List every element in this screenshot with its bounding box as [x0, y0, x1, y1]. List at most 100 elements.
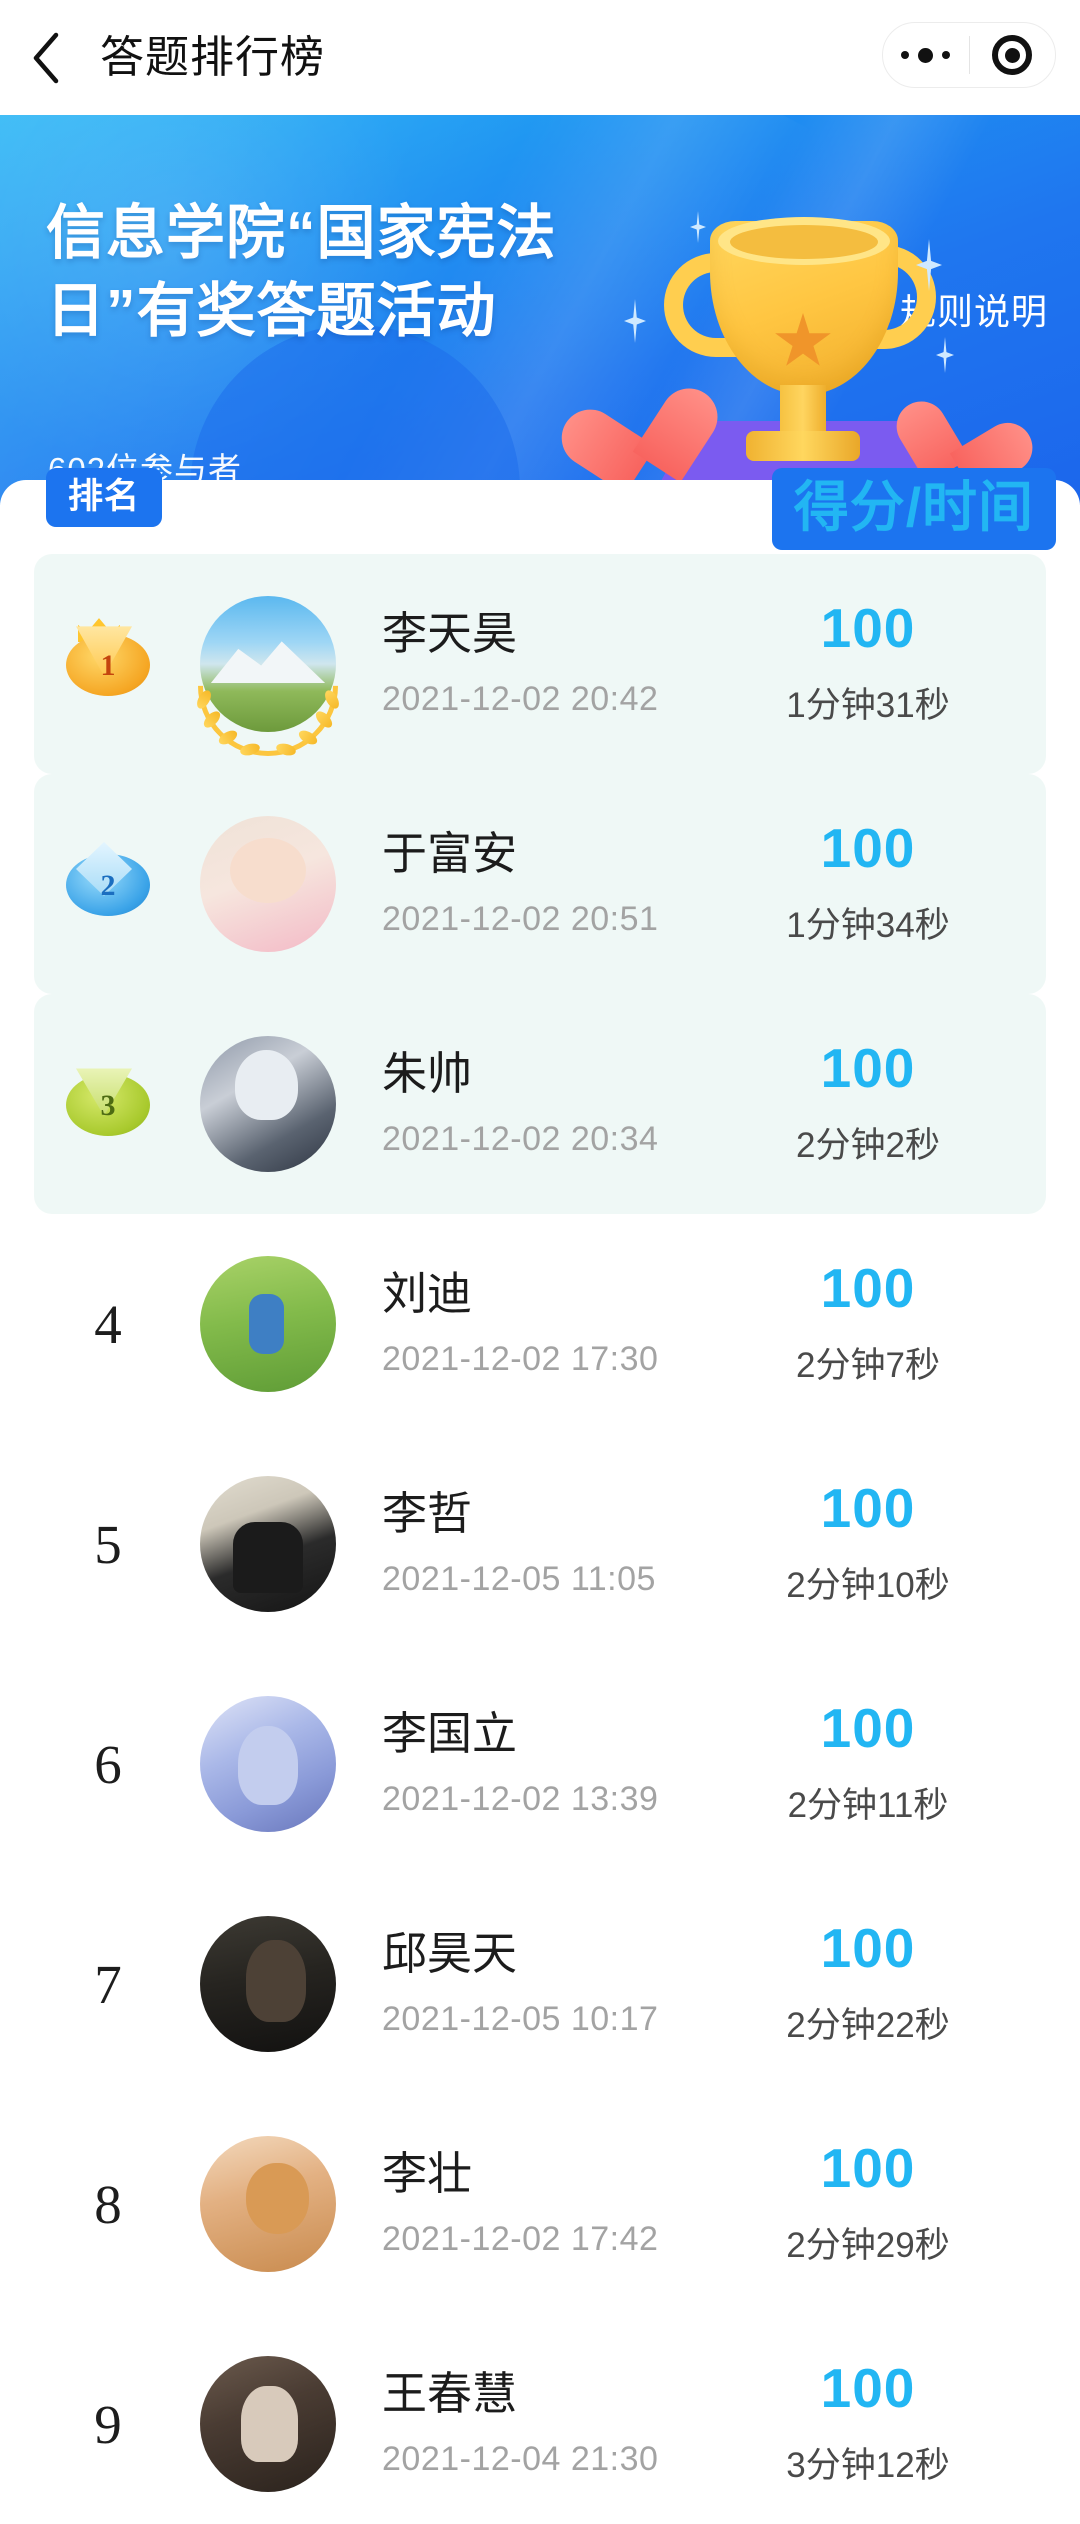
table-row[interactable]: 7 邱昊天 2021-12-05 10:17 100 2分钟22秒	[34, 1874, 1046, 2094]
rank-cell: 8	[34, 2173, 182, 2236]
user-info: 李壮 2021-12-02 17:42	[354, 2149, 716, 2260]
rank-number: 5	[94, 1513, 122, 1575]
table-row[interactable]: 1 李天昊 2021-12-02	[34, 554, 1046, 785]
score-cell: 100 2分钟10秒	[716, 1479, 1046, 1609]
more-menu-button[interactable]	[883, 47, 969, 63]
avatar-cell	[182, 2356, 354, 2492]
chevron-left-icon	[31, 32, 61, 84]
score-cell: 100 1分钟34秒	[716, 816, 1046, 949]
user-info: 于富安 2021-12-02 20:51	[354, 829, 716, 940]
rank-cell: 5	[34, 1513, 182, 1576]
submit-time: 2021-12-02 17:30	[382, 1340, 659, 1379]
rank-cell: 4	[34, 1293, 182, 1356]
rank-number: 4	[94, 1293, 122, 1355]
bronze-medal-icon: 3	[62, 1058, 154, 1150]
table-row[interactable]: 8 李壮 2021-12-02 17:42 100 2分钟29秒	[34, 2094, 1046, 2314]
banner-title: 信息学院“国家宪法 日”有奖答题活动	[46, 195, 646, 351]
avatar-cell	[169, 587, 367, 785]
score-cell: 100 3分钟12秒	[716, 2356, 1046, 2489]
submit-time: 2021-12-05 10:17	[382, 2000, 659, 2039]
rank-number: 2	[100, 869, 116, 902]
table-row[interactable]: 6 李国立 2021-12-02 13:39 100 2分钟11秒	[34, 1654, 1046, 1874]
submit-time: 2021-12-02 20:42	[382, 680, 659, 719]
user-name: 王春慧	[382, 2367, 518, 2419]
table-row[interactable]: 5 李哲 2021-12-05 11:05 100 2分钟10秒	[34, 1434, 1046, 1654]
table-row[interactable]: 9 王春慧 2021-12-04 21:30 100 3分钟12秒	[34, 2314, 1046, 2524]
banner-title-line2: 日”有奖答题活动	[46, 277, 497, 344]
avatar-mountain-landscape[interactable]	[200, 596, 336, 732]
duration-value: 2分钟11秒	[787, 1786, 949, 1826]
avatar-person-black-hoodie[interactable]	[200, 1476, 336, 1612]
avatar-anime-character[interactable]	[200, 1036, 336, 1172]
rank-number: 3	[100, 1089, 116, 1122]
user-name: 刘迪	[382, 1267, 473, 1319]
score-value: 100	[820, 1256, 916, 1319]
user-info: 王春慧 2021-12-04 21:30	[354, 2369, 716, 2480]
back-button[interactable]	[0, 0, 92, 115]
score-cell: 100 2分钟7秒	[716, 1256, 1046, 1389]
user-name: 邱昊天	[382, 1927, 518, 1979]
submit-time: 2021-12-02 20:34	[382, 1120, 659, 1159]
score-column-header: 得分/时间	[771, 468, 1056, 550]
more-dots-icon	[901, 47, 951, 63]
duration-value: 1分钟31秒	[786, 686, 950, 726]
avatar-cell	[182, 1036, 354, 1172]
score-cell: 100 1分钟31秒	[716, 599, 1046, 729]
score-value: 100	[820, 1916, 916, 1979]
score-cell: 100 2分钟22秒	[716, 1916, 1046, 2049]
leaderboard-list: 1 李天昊 2021-12-02	[0, 554, 1080, 2524]
user-name: 李天昊	[382, 607, 518, 659]
leaderboard-sheet: 排名 得分/时间 1	[0, 468, 1080, 2524]
trophy-stem	[780, 385, 826, 437]
avatar-cartoon-boy-field[interactable]	[200, 1256, 336, 1392]
user-info: 李天昊 2021-12-02 20:42	[354, 609, 716, 720]
rank-cell: 1	[34, 618, 182, 710]
user-info: 朱帅 2021-12-02 20:34	[354, 1049, 716, 1160]
sparkle-icon-1	[624, 299, 646, 343]
user-name: 李哲	[382, 1487, 473, 1539]
table-row[interactable]: 4 刘迪 2021-12-02 17:30 100 2分钟7秒	[34, 1214, 1046, 1434]
rank-cell: 2	[34, 838, 182, 930]
rank-number: 7	[94, 1953, 122, 2015]
trophy-base	[746, 431, 860, 461]
avatar-cell	[182, 816, 354, 952]
avatar-cell	[182, 1696, 354, 1832]
avatar-blue-anime-art[interactable]	[200, 1696, 336, 1832]
rank-cell: 7	[34, 1953, 182, 2016]
duration-value: 2分钟7秒	[796, 1346, 940, 1386]
avatar-teddy-bear[interactable]	[200, 2356, 336, 2492]
rank-cell: 9	[34, 2393, 182, 2456]
avatar-baby[interactable]	[200, 816, 336, 952]
score-cell: 100 2分钟29秒	[716, 2136, 1046, 2269]
submit-time: 2021-12-05 11:05	[382, 1560, 656, 1599]
sparkle-icon-3	[936, 337, 954, 373]
duration-value: 2分钟22秒	[786, 2006, 950, 2046]
score-cell: 100 2分钟11秒	[716, 1699, 1046, 1829]
capsule-divider	[968, 36, 970, 74]
submit-time: 2021-12-02 17:42	[382, 2220, 659, 2259]
duration-value: 1分钟34秒	[786, 906, 950, 946]
user-info: 邱昊天 2021-12-05 10:17	[354, 1929, 716, 2040]
sparkle-icon-4	[690, 211, 706, 243]
avatar-shiba-dogs[interactable]	[200, 2136, 336, 2272]
rank-number: 8	[94, 2173, 122, 2235]
score-value: 100	[820, 2356, 916, 2419]
close-miniprogram-button[interactable]	[970, 35, 1056, 75]
table-row[interactable]: 2 于富安 2021-12-02 20:51 100 1分钟34秒	[34, 774, 1046, 994]
trophy-illustration	[602, 187, 1002, 505]
rank-cell: 6	[34, 1733, 182, 1796]
user-name: 朱帅	[382, 1047, 473, 1099]
score-value: 100	[820, 2136, 916, 2199]
table-row[interactable]: 3 朱帅 2021-12-02 20:34 100 2分钟2秒	[34, 994, 1046, 1214]
target-circle-icon	[992, 35, 1033, 75]
duration-value: 2分钟2秒	[796, 1126, 940, 1166]
avatar-man-dark-photo[interactable]	[200, 1916, 336, 2052]
score-value: 100	[820, 816, 916, 879]
submit-time: 2021-12-02 13:39	[382, 1780, 659, 1819]
navigation-bar: 答题排行榜	[0, 0, 1080, 115]
user-info: 刘迪 2021-12-02 17:30	[354, 1269, 716, 1380]
miniprogram-capsule	[882, 22, 1056, 88]
banner-title-line1: 信息学院“国家宪法	[46, 200, 557, 266]
silver-medal-icon: 2	[62, 838, 154, 930]
